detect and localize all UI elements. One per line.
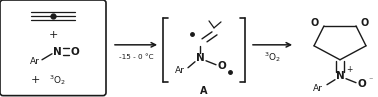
Text: ⁻: ⁻ bbox=[369, 75, 373, 84]
FancyBboxPatch shape bbox=[0, 0, 106, 96]
Text: $^3$O$_2$: $^3$O$_2$ bbox=[48, 73, 65, 87]
Text: +: + bbox=[346, 65, 352, 74]
Text: O: O bbox=[71, 47, 79, 57]
Text: +: + bbox=[48, 30, 58, 40]
Text: +: + bbox=[30, 75, 40, 85]
Text: Ar: Ar bbox=[30, 57, 40, 66]
Text: N: N bbox=[336, 71, 344, 81]
Text: N: N bbox=[53, 47, 61, 57]
Text: O: O bbox=[218, 61, 226, 71]
Text: O: O bbox=[361, 18, 369, 28]
Text: $^3$O$_2$: $^3$O$_2$ bbox=[263, 50, 280, 64]
Text: Ar: Ar bbox=[313, 84, 323, 93]
Text: -15 - 0 °C: -15 - 0 °C bbox=[119, 54, 153, 60]
Text: O: O bbox=[358, 79, 366, 89]
Text: N: N bbox=[196, 53, 204, 63]
Text: O: O bbox=[311, 18, 319, 28]
Text: Ar: Ar bbox=[175, 66, 185, 75]
Text: A: A bbox=[200, 86, 208, 96]
